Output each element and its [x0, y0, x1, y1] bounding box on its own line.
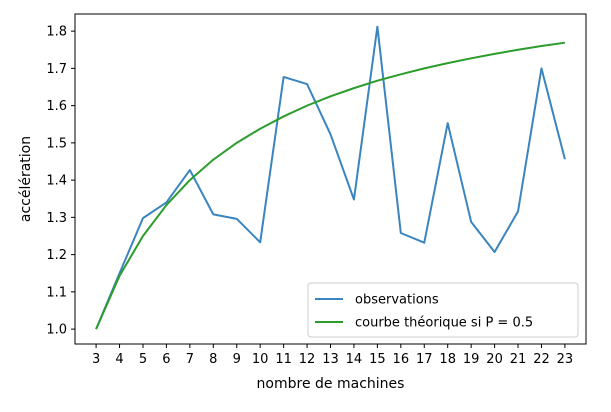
legend-label-observations: observations	[355, 293, 439, 308]
y-tick-label: 1.0	[46, 323, 67, 338]
legend-box	[307, 282, 579, 338]
y-tick-label: 1.3	[46, 211, 67, 226]
y-tick-label: 1.4	[46, 174, 67, 189]
x-tick-label: 9	[233, 352, 241, 367]
y-axis-ticks: 1.0 1.1 1.2 1.3 1.4 1.5 1.6 1.7 1.8	[46, 25, 75, 338]
x-tick-label: 19	[463, 352, 480, 367]
x-tick-label: 14	[346, 352, 363, 367]
x-tick-label: 17	[416, 352, 433, 367]
x-tick-label: 10	[252, 352, 269, 367]
x-axis-ticks: 3 4 5 6 7 8 9 10 11 12 13 14 15 16 17 18 19 20 21 22 23	[92, 344, 573, 367]
x-tick-label: 7	[186, 352, 194, 367]
legend-label-theoretical: courbe théorique si P = 0.5	[355, 316, 533, 331]
x-tick-label: 21	[510, 352, 527, 367]
x-tick-label: 13	[322, 352, 339, 367]
x-tick-label: 16	[393, 352, 410, 367]
y-axis-label: accélération	[18, 136, 34, 222]
x-tick-label: 12	[299, 352, 316, 367]
y-tick-label: 1.2	[46, 248, 67, 263]
y-tick-label: 1.1	[46, 285, 67, 300]
x-tick-label: 8	[209, 352, 217, 367]
x-tick-label: 23	[557, 352, 574, 367]
x-tick-label: 6	[162, 352, 170, 367]
x-tick-label: 11	[275, 352, 292, 367]
x-tick-label: 18	[439, 352, 456, 367]
x-tick-label: 15	[369, 352, 386, 367]
x-tick-label: 4	[115, 352, 123, 367]
x-tick-label: 22	[533, 352, 550, 367]
legend: observations courbe théorique si P = 0.5	[307, 282, 579, 338]
y-tick-label: 1.8	[46, 25, 67, 40]
x-tick-label: 3	[92, 352, 100, 367]
theoretical-curve-line	[95, 41, 566, 330]
observations-line	[95, 25, 566, 330]
y-tick-label: 1.5	[46, 136, 67, 151]
series-layer	[95, 25, 566, 330]
y-tick-label: 1.6	[46, 99, 67, 114]
y-tick-label: 1.7	[46, 62, 67, 77]
x-tick-label: 20	[486, 352, 503, 367]
x-tick-label: 5	[139, 352, 147, 367]
x-axis-label: nombre de machines	[257, 376, 405, 392]
